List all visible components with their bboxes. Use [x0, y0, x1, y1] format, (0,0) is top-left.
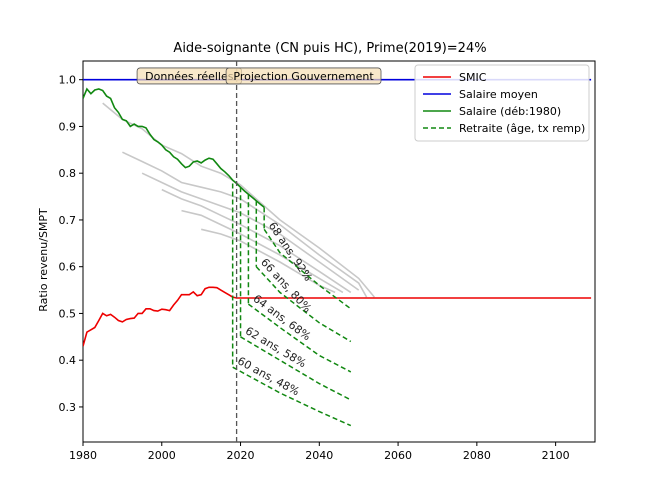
- legend-box: [414, 64, 590, 142]
- grey-career-line: [122, 151, 368, 298]
- axes-frame: [82, 60, 596, 443]
- y-tick-label: 0.9: [59, 120, 77, 133]
- y-tick-label: 0.6: [59, 261, 77, 274]
- x-tick-label: 2080: [463, 449, 491, 462]
- legend-label: Salaire (déb:1980): [459, 105, 561, 118]
- retirement-line: [240, 336, 352, 401]
- legend-label: SMIC: [459, 71, 487, 84]
- series-line-smic: [83, 286, 592, 347]
- grey-career-line: [102, 102, 376, 298]
- annotation-box: [225, 67, 382, 85]
- grey-career-line: [141, 172, 360, 291]
- y-tick-label: 0.7: [59, 214, 77, 227]
- y-tick-label: 0.3: [59, 401, 77, 414]
- series-line-salaire: [83, 87, 265, 208]
- grey-career-line: [181, 209, 344, 294]
- x-tick-label: 2100: [542, 449, 570, 462]
- retirement-line: [255, 266, 352, 343]
- grey-career-line: [161, 188, 352, 294]
- retirement-line: [263, 228, 352, 310]
- x-tick-label: 2060: [384, 449, 412, 462]
- y-tick-label: 1.0: [59, 74, 77, 87]
- legend-label: Retraite (âge, tx remp): [459, 122, 585, 135]
- y-tick-label: 0.4: [59, 354, 77, 367]
- chart-title: Aide-soignante (CN puis HC), Prime(2019)…: [173, 41, 486, 56]
- retirement-line: [247, 303, 352, 373]
- y-tick-label: 0.5: [59, 307, 77, 320]
- x-tick-label: 2040: [305, 449, 333, 462]
- annotation-text: Projection Gouvernement: [233, 70, 374, 83]
- annotation-text: Données réelles: [145, 70, 234, 83]
- y-axis-label: Ratio revenu/SMPT: [37, 208, 50, 312]
- x-tick-label: 2000: [148, 449, 176, 462]
- retirement-line: [232, 366, 352, 427]
- legend-label: Salaire moyen: [459, 88, 538, 101]
- y-tick-label: 0.8: [59, 167, 77, 180]
- x-tick-label: 1980: [69, 449, 97, 462]
- x-tick-label: 2020: [227, 449, 255, 462]
